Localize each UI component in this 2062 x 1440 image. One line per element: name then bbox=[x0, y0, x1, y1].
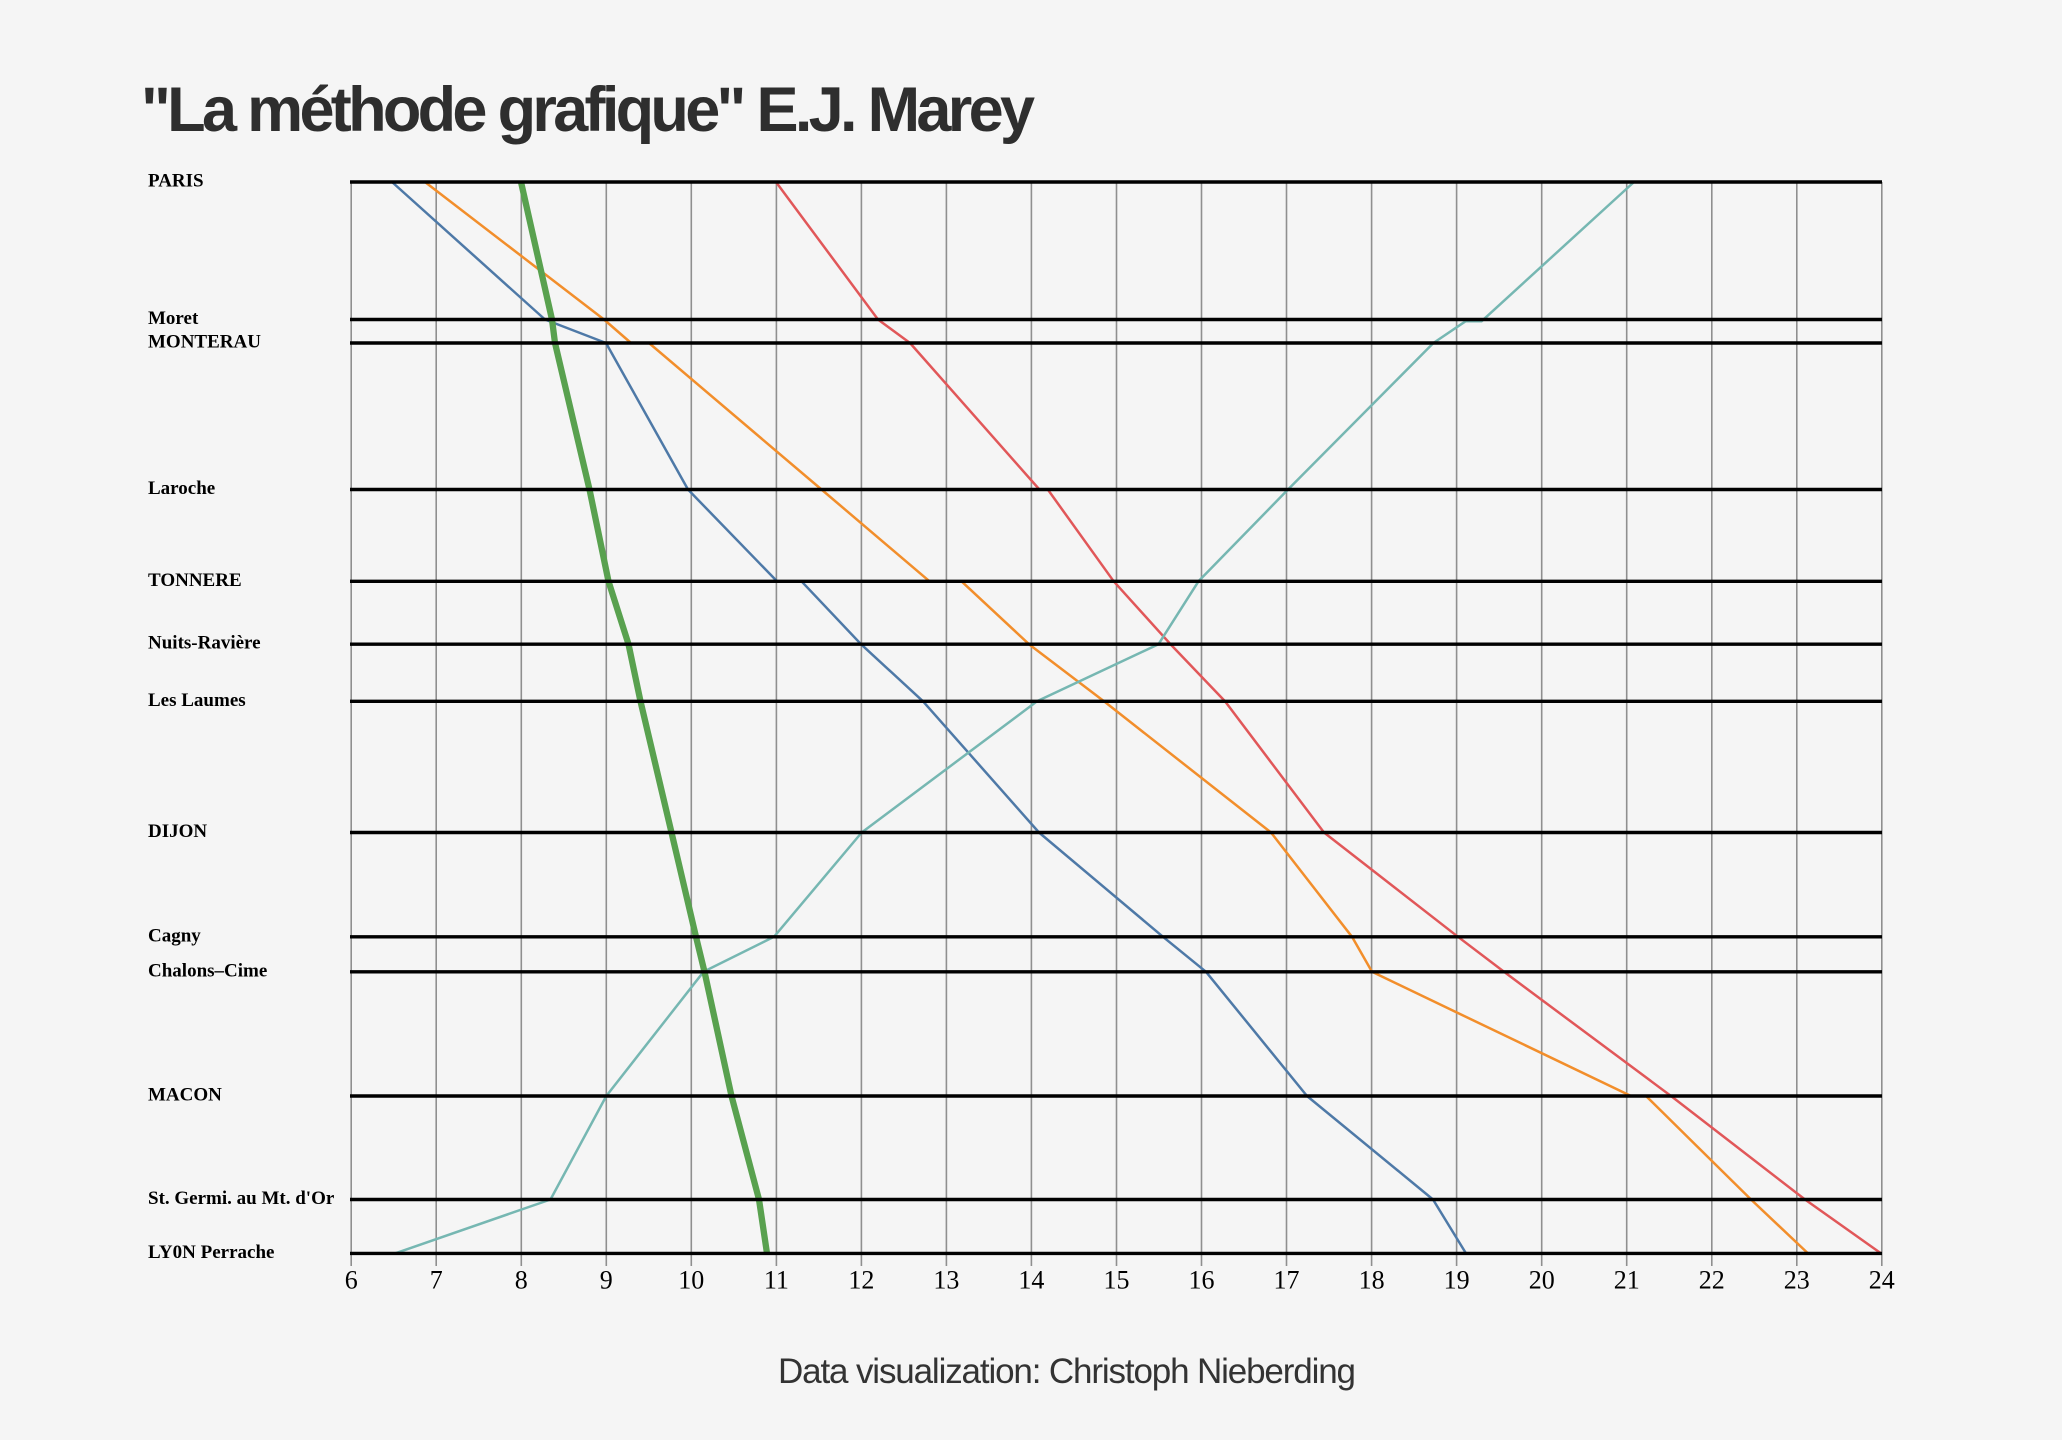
svg-text:12: 12 bbox=[848, 1266, 874, 1295]
svg-text:16: 16 bbox=[1189, 1266, 1215, 1295]
svg-text:Data visualization: Christoph: Data visualization: Christoph Nieberding bbox=[778, 1352, 1356, 1391]
svg-text:22: 22 bbox=[1699, 1266, 1725, 1295]
svg-text:20: 20 bbox=[1529, 1266, 1555, 1295]
svg-text:9: 9 bbox=[600, 1266, 613, 1295]
svg-text:13: 13 bbox=[933, 1266, 959, 1295]
svg-text:DIJON: DIJON bbox=[148, 821, 207, 842]
svg-text:Cagny: Cagny bbox=[148, 925, 201, 946]
svg-text:TONNERE: TONNERE bbox=[148, 570, 242, 591]
svg-text:14: 14 bbox=[1018, 1266, 1044, 1295]
svg-text:6: 6 bbox=[345, 1266, 358, 1295]
svg-text:15: 15 bbox=[1104, 1266, 1130, 1295]
svg-text:24: 24 bbox=[1869, 1266, 1895, 1295]
svg-text:19: 19 bbox=[1444, 1266, 1470, 1295]
svg-text:8: 8 bbox=[515, 1266, 528, 1295]
svg-text:MONTERAU: MONTERAU bbox=[148, 332, 261, 353]
svg-text:18: 18 bbox=[1359, 1266, 1385, 1295]
svg-text:Laroche: Laroche bbox=[148, 478, 215, 499]
svg-text:PARIS: PARIS bbox=[148, 171, 204, 192]
svg-text:LY0N Perrache: LY0N Perrache bbox=[148, 1242, 274, 1263]
svg-text:Moret: Moret bbox=[148, 308, 199, 329]
svg-text:11: 11 bbox=[764, 1266, 789, 1295]
svg-text:Chalons–Cime: Chalons–Cime bbox=[148, 960, 267, 981]
svg-text:21: 21 bbox=[1614, 1266, 1640, 1295]
svg-text:23: 23 bbox=[1784, 1266, 1810, 1295]
svg-text:Nuits-Ravière: Nuits-Ravière bbox=[148, 633, 261, 654]
svg-text:Les Laumes: Les Laumes bbox=[148, 690, 246, 711]
svg-text:"La méthode grafique" E.J. Mar: "La méthode grafique" E.J. Marey bbox=[141, 75, 1035, 145]
svg-text:10: 10 bbox=[678, 1266, 704, 1295]
svg-text:St. Germi. au Mt. d'Or: St. Germi. au Mt. d'Or bbox=[148, 1188, 335, 1209]
svg-text:7: 7 bbox=[430, 1266, 443, 1295]
svg-text:MACON: MACON bbox=[148, 1085, 222, 1106]
svg-text:17: 17 bbox=[1274, 1266, 1300, 1295]
